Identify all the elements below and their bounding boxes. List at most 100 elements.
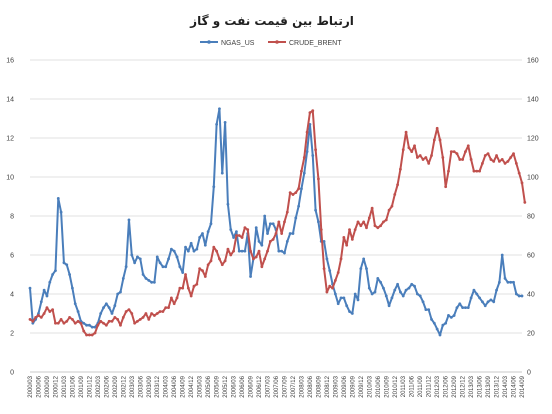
data-point	[223, 259, 227, 263]
data-point	[184, 245, 187, 249]
data-point	[119, 290, 122, 294]
data-point	[285, 239, 289, 243]
data-point	[469, 296, 473, 300]
data-point	[175, 255, 179, 259]
data-point	[441, 323, 445, 327]
data-point	[130, 312, 134, 315]
data-point	[362, 257, 366, 261]
x-tick-label: 2007/03	[266, 375, 272, 397]
x-tick-label: 2003/03	[130, 375, 136, 397]
data-point	[257, 249, 261, 253]
data-point	[481, 161, 484, 165]
data-point	[218, 257, 221, 261]
data-point	[240, 236, 244, 239]
data-point	[116, 317, 120, 321]
data-point	[404, 130, 408, 134]
data-point	[387, 304, 391, 308]
data-point	[232, 249, 235, 253]
data-point	[497, 160, 501, 163]
data-point	[328, 284, 332, 288]
data-point	[229, 253, 233, 257]
data-point	[169, 247, 173, 251]
data-point	[333, 292, 337, 296]
x-tick-label: 2011/12	[427, 375, 433, 397]
data-point	[79, 321, 83, 325]
data-point	[263, 214, 267, 218]
series-line-crude_brent	[29, 109, 526, 336]
data-point	[136, 255, 139, 259]
data-point	[342, 236, 346, 239]
series-lines	[28, 107, 527, 337]
data-point	[266, 232, 269, 235]
data-point	[158, 261, 162, 265]
data-point	[104, 302, 108, 306]
x-tick-label: 2006/03	[232, 375, 238, 397]
x-tick-label: 2003/09	[147, 375, 153, 397]
data-point	[243, 249, 247, 253]
data-point	[263, 257, 267, 261]
x-tick-label: 2009/12	[359, 375, 365, 397]
data-point	[435, 327, 439, 331]
y-tick-left: 14	[6, 97, 14, 104]
data-point	[76, 319, 80, 323]
x-tick-label: 2008/06	[308, 375, 314, 397]
data-point	[314, 148, 317, 152]
data-point	[348, 228, 351, 232]
data-point	[373, 224, 377, 228]
data-point	[483, 304, 487, 308]
data-point	[110, 319, 114, 323]
data-point	[42, 288, 46, 292]
data-point	[54, 269, 57, 272]
x-tick-label: 2007/06	[274, 375, 280, 397]
data-point	[164, 265, 168, 269]
data-point	[220, 263, 224, 267]
data-point	[294, 216, 298, 220]
data-point	[186, 286, 190, 290]
data-point	[410, 282, 414, 286]
x-tick-label: 2013/06	[478, 375, 484, 397]
data-point	[370, 206, 374, 210]
data-point	[472, 288, 476, 292]
data-point	[99, 312, 103, 315]
x-tick-label: 2002/03	[96, 375, 102, 397]
y-tick-right: 20	[527, 331, 535, 338]
data-point	[475, 169, 479, 173]
data-point	[138, 317, 142, 321]
data-point	[127, 218, 131, 222]
x-tick-label: 2005/03	[198, 375, 204, 397]
data-point	[181, 271, 185, 274]
legend-label-ngas: NGAS_US	[221, 40, 255, 47]
data-point	[65, 263, 69, 267]
data-point	[367, 286, 371, 290]
data-point	[119, 323, 122, 327]
data-point	[410, 150, 414, 154]
data-point	[376, 277, 380, 280]
data-point	[87, 333, 91, 337]
data-point	[396, 183, 399, 187]
data-point	[461, 158, 465, 161]
x-tick-label: 2013/03	[469, 375, 475, 397]
data-point	[51, 308, 55, 311]
data-point	[150, 280, 153, 284]
data-point	[161, 310, 165, 313]
data-point	[175, 296, 179, 300]
y-tick-right: 120	[527, 136, 539, 143]
data-point	[277, 249, 281, 253]
data-point	[348, 310, 351, 313]
data-point	[495, 288, 498, 292]
y-tick-left: 8	[10, 214, 14, 221]
data-point	[90, 333, 94, 337]
data-point	[458, 302, 462, 306]
data-point	[466, 144, 470, 148]
data-point	[28, 317, 32, 321]
data-point	[155, 312, 159, 315]
data-point	[311, 154, 315, 157]
data-point	[82, 329, 86, 333]
data-point	[271, 222, 275, 226]
x-tick-label: 2001/12	[87, 375, 93, 397]
x-tick-label: 2008/03	[299, 375, 305, 397]
data-point	[466, 306, 470, 310]
data-point	[461, 306, 465, 310]
data-point	[441, 156, 445, 159]
x-tick-label: 2000/03	[28, 375, 34, 397]
